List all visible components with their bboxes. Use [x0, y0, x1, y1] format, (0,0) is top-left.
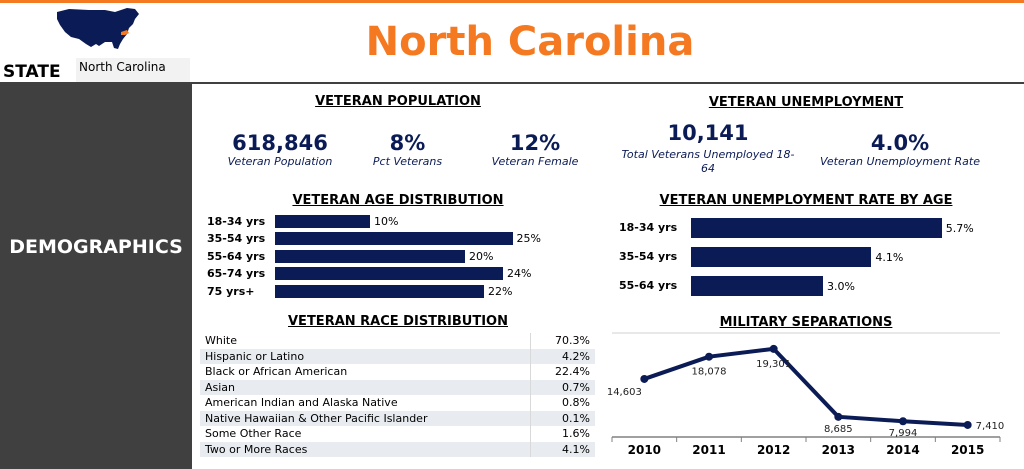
veteran-unemployment-title: VETERAN UNEMPLOYMENT	[708, 95, 904, 110]
data-label: 8,685	[824, 424, 853, 435]
data-point	[705, 352, 713, 361]
race-pct: 0.7%	[530, 379, 595, 395]
age-bar-label: 18-34 yrs	[207, 215, 266, 228]
data-label: 18,078	[692, 367, 727, 378]
age-bar-value: 25%	[516, 232, 541, 246]
data-label: 7,410	[976, 421, 1005, 432]
age-bar-label: 65-74 yrs	[207, 267, 266, 281]
kpi-veterans-unemployed-value: 10,141	[667, 121, 749, 145]
age-bar	[275, 284, 484, 298]
unemp-bar-value: 3.0%	[827, 280, 855, 293]
data-point	[640, 374, 649, 383]
table-row: White 70.3%	[200, 333, 595, 349]
age-bar	[275, 215, 370, 228]
military-separations-chart: 14,603 18,078 19,301 8,685 7,994 7,410 2010 201…	[607, 332, 1005, 457]
race-pct: 70.3%	[530, 333, 595, 349]
race-distribution-title: VETERAN RACE DISTRIBUTION	[288, 314, 508, 329]
race-pct: 22.4%	[530, 364, 595, 380]
age-bar-label: 75 yrs+	[207, 284, 255, 298]
race-pct: 4.2%	[530, 348, 595, 364]
data-label: 14,603	[607, 387, 642, 398]
unemp-bar-value: 5.7%	[945, 222, 974, 235]
race-distribution-table: White 70.3% Hispanic or Latino 4.2% Black …	[200, 333, 595, 457]
race-name: White	[205, 334, 237, 348]
data-label: 7,994	[889, 428, 918, 439]
data-point	[963, 420, 972, 429]
race-name: Hispanic or Latino	[205, 349, 305, 363]
sidebar-label: DEMOGRAPHICS	[9, 235, 183, 258]
header-divider	[0, 82, 1024, 84]
table-row: Asian 0.7%	[200, 379, 595, 395]
data-point	[899, 417, 907, 426]
data-point	[834, 412, 843, 421]
series-line	[643, 346, 968, 427]
kpi-pct-veterans-value: 8%	[389, 131, 426, 155]
unemployment-by-age-title: VETERAN UNEMPLOYMENT RATE BY AGE	[659, 193, 953, 208]
race-pct: 4.1%	[530, 441, 595, 457]
kpi-veteran-population-label: Veteran Population	[227, 155, 333, 168]
data-label: 19,301	[756, 359, 791, 370]
veteran-population-title: VETERAN POPULATION	[315, 94, 481, 109]
military-separations-title: MILITARY SEPARATIONS	[719, 315, 893, 330]
sidebar	[0, 84, 192, 469]
state-label: STATE	[3, 62, 61, 82]
x-tick-label: 2013	[822, 443, 855, 457]
race-pct: 0.8%	[530, 395, 595, 411]
unemp-bar	[691, 247, 872, 267]
us-map-icon	[57, 8, 139, 49]
unemp-bar	[691, 276, 823, 296]
table-row: American Indian and Alaska Native 0.8%	[200, 395, 595, 411]
race-name: American Indian and Alaska Native	[205, 396, 398, 410]
unemp-bar-label: 18-34 yrs	[619, 221, 678, 234]
race-name: Native Hawaiian & Other Pacific Islander	[205, 411, 428, 425]
state-selector[interactable]: North Carolina	[76, 58, 190, 82]
age-bar-value: 10%	[374, 215, 399, 228]
unemp-bar	[691, 218, 942, 238]
table-row: Hispanic or Latino 4.2%	[200, 348, 595, 364]
age-bar	[275, 267, 503, 281]
table-row: Black or African American 22.4%	[200, 364, 595, 380]
table-row: Some Other Race 1.6%	[200, 426, 595, 442]
page-title: North Carolina	[365, 19, 695, 65]
age-bar	[275, 249, 465, 263]
kpi-veteran-female-value: 12%	[509, 131, 561, 155]
x-tick-label: 2012	[757, 443, 790, 457]
x-tick-label: 2014	[886, 443, 919, 457]
kpi-pct-veterans-label: Pct Veterans	[372, 155, 443, 168]
race-pct: 0.1%	[530, 410, 595, 426]
top-accent-line	[0, 0, 1024, 3]
race-name: Asian	[205, 380, 236, 394]
x-tick-label: 2015	[951, 443, 984, 457]
kpi-unemployment-rate-label: Veteran Unemployment Rate	[820, 155, 980, 168]
kpi-veteran-female-label: Veteran Female	[491, 155, 579, 168]
unemp-bar-label: 35-54 yrs	[619, 250, 678, 263]
table-row: Two or More Races 4.1%	[200, 441, 595, 457]
unemp-bar-label: 55-64 yrs	[619, 279, 678, 292]
kpi-veterans-unemployed-label: Total Veterans Unemployed 18-64	[621, 148, 795, 175]
race-name: Some Other Race	[205, 427, 302, 441]
x-tick-label: 2010	[628, 443, 661, 457]
age-bar-value: 20%	[469, 249, 494, 263]
unemp-bar-value: 4.1%	[875, 251, 904, 264]
age-bar-label: 55-64 yrs	[207, 249, 266, 263]
kpi-unemployment-rate-value: 4.0%	[870, 131, 930, 155]
age-bar	[275, 232, 513, 246]
race-pct: 1.6%	[530, 426, 595, 442]
table-row: Native Hawaiian & Other Pacific Islander…	[200, 410, 595, 426]
age-bar-value: 22%	[488, 284, 513, 298]
data-point	[769, 344, 778, 353]
kpi-veteran-population-value: 618,846	[232, 131, 328, 155]
age-bar-value: 24%	[507, 267, 532, 281]
age-distribution-title: VETERAN AGE DISTRIBUTION	[292, 193, 504, 208]
x-tick-label: 2011	[692, 443, 725, 457]
age-bar-label: 35-54 yrs	[207, 232, 266, 246]
race-name: Black or African American	[205, 365, 348, 379]
race-name: Two or More Races	[205, 442, 308, 456]
